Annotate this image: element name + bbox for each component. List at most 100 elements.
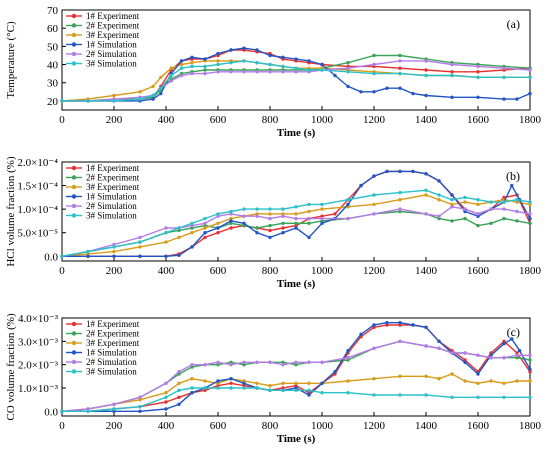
legend-entry: 2# Experiment	[86, 21, 140, 31]
data-point	[528, 212, 532, 216]
x-tick-label: 0	[59, 265, 65, 277]
data-point	[476, 353, 480, 357]
data-point	[268, 212, 272, 216]
data-point	[138, 405, 142, 409]
data-point	[164, 395, 168, 399]
data-point	[268, 360, 272, 364]
data-point	[307, 393, 311, 397]
data-point	[151, 84, 155, 89]
data-point	[398, 53, 402, 58]
data-point	[307, 360, 311, 364]
data-point	[385, 169, 389, 174]
data-point	[463, 195, 467, 200]
legend-swatch-marker	[71, 194, 77, 199]
data-point	[294, 216, 298, 221]
data-point	[229, 61, 233, 65]
x-axis-label: Time (s)	[277, 127, 316, 139]
data-point	[294, 212, 298, 216]
y-tick-label: 70	[47, 5, 59, 17]
data-point	[450, 219, 454, 223]
y-tick-label: 0.0	[44, 251, 58, 263]
data-point	[112, 254, 116, 258]
legend-swatch-marker	[71, 42, 77, 47]
data-point	[177, 235, 181, 240]
series-line-4	[62, 47, 531, 102]
data-point	[203, 216, 207, 221]
data-point	[450, 193, 454, 197]
x-tick-label: 1800	[519, 114, 542, 126]
data-point	[190, 71, 194, 76]
y-tick-label: 2.0×10⁻³	[18, 360, 59, 372]
data-point	[281, 388, 285, 392]
data-point	[476, 64, 480, 69]
data-point	[294, 70, 298, 74]
data-point	[424, 193, 428, 197]
data-point	[190, 363, 194, 367]
legend-entry: 2# Simulation	[86, 49, 137, 59]
data-point	[138, 235, 142, 240]
panel-label: (c)	[507, 325, 520, 339]
data-point	[190, 231, 194, 235]
data-point	[281, 70, 285, 74]
data-point	[229, 363, 233, 367]
data-point	[229, 360, 233, 364]
x-tick-label: 400	[158, 114, 175, 126]
data-point	[515, 198, 519, 202]
data-point	[203, 231, 207, 235]
data-point	[159, 91, 163, 96]
data-point	[489, 356, 493, 360]
data-point	[502, 339, 506, 343]
legend-entry: 2# Experiment	[86, 173, 140, 183]
data-point	[372, 202, 376, 207]
x-tick-label: 0	[59, 114, 65, 126]
data-point	[528, 75, 532, 80]
x-tick-label: 1000	[311, 114, 334, 126]
data-point	[515, 200, 519, 204]
chart-panel-3: 0 200 400 600 800 1000 1200 1400 1600 1800 0.0 1.0×…	[5, 313, 542, 445]
data-point	[450, 198, 454, 202]
data-point	[242, 360, 246, 364]
data-point	[216, 70, 220, 74]
data-point	[489, 207, 493, 211]
data-point	[320, 214, 324, 218]
data-point	[450, 395, 454, 399]
data-point	[190, 386, 194, 390]
data-point	[203, 226, 207, 230]
data-point	[229, 381, 233, 385]
chart-panel-2: 0 200 400 600 800 1000 1200 1400 1600 1800 0.0 5.0×…	[5, 156, 542, 290]
data-point	[138, 90, 142, 94]
data-point	[86, 99, 90, 103]
data-point	[169, 66, 173, 70]
data-point	[372, 346, 376, 350]
data-point	[159, 86, 163, 90]
data-point	[60, 254, 64, 258]
data-point	[346, 202, 350, 207]
y-tick-label: 1.5×10⁻⁴	[17, 181, 58, 193]
data-point	[255, 381, 259, 385]
data-point	[398, 169, 402, 174]
data-point	[255, 226, 259, 230]
legend-entry: 2# Simulation	[86, 357, 137, 367]
data-point	[177, 228, 181, 233]
legend-swatch-marker	[71, 165, 77, 171]
data-point	[242, 386, 246, 390]
data-point	[320, 381, 324, 385]
data-point	[229, 48, 233, 52]
data-point	[112, 402, 116, 406]
legend-swatch-marker	[71, 203, 77, 209]
data-point	[190, 245, 194, 249]
data-point	[489, 353, 493, 357]
data-point	[528, 91, 532, 96]
data-point	[216, 363, 220, 367]
legend-swatch-marker	[71, 369, 77, 374]
data-point	[164, 400, 168, 404]
data-point	[190, 55, 194, 59]
data-point	[489, 200, 493, 204]
data-point	[450, 351, 454, 355]
data-point	[515, 356, 519, 360]
data-point	[372, 90, 376, 94]
data-point	[242, 363, 246, 367]
data-point	[398, 339, 402, 343]
data-point	[294, 205, 298, 209]
data-point	[216, 226, 220, 230]
